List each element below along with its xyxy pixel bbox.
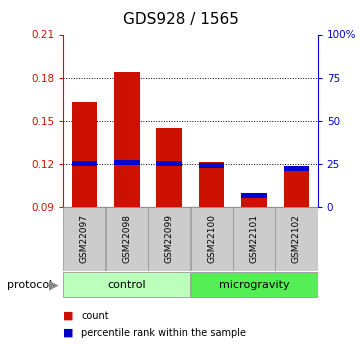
- Text: microgravity: microgravity: [219, 280, 290, 289]
- Bar: [275, 207, 318, 271]
- Bar: [148, 207, 190, 271]
- Bar: [284, 170, 309, 207]
- Bar: [106, 207, 148, 271]
- Text: GSM22102: GSM22102: [292, 215, 301, 263]
- Bar: [242, 194, 267, 207]
- Text: ■: ■: [63, 311, 74, 321]
- Text: percentile rank within the sample: percentile rank within the sample: [81, 328, 246, 338]
- Text: ▶: ▶: [49, 278, 58, 291]
- Bar: [284, 166, 309, 171]
- Text: GSM22097: GSM22097: [80, 214, 89, 264]
- Bar: [199, 163, 225, 168]
- Bar: [156, 161, 182, 166]
- Bar: [191, 207, 233, 271]
- Bar: [71, 161, 97, 166]
- Text: count: count: [81, 311, 109, 321]
- Bar: [242, 193, 267, 198]
- Bar: [199, 162, 225, 207]
- Text: protocol: protocol: [7, 280, 52, 289]
- Text: control: control: [108, 280, 146, 289]
- Bar: [156, 128, 182, 207]
- Bar: [63, 272, 190, 297]
- Bar: [63, 207, 105, 271]
- Bar: [114, 72, 139, 207]
- Bar: [71, 102, 97, 207]
- Text: GSM22099: GSM22099: [165, 214, 174, 264]
- Text: GSM22100: GSM22100: [207, 214, 216, 264]
- Bar: [191, 272, 318, 297]
- Text: GSM22101: GSM22101: [249, 214, 258, 264]
- Text: ■: ■: [63, 328, 74, 338]
- Bar: [233, 207, 275, 271]
- Text: GSM22098: GSM22098: [122, 214, 131, 264]
- Bar: [114, 160, 139, 165]
- Text: GDS928 / 1565: GDS928 / 1565: [123, 12, 238, 27]
